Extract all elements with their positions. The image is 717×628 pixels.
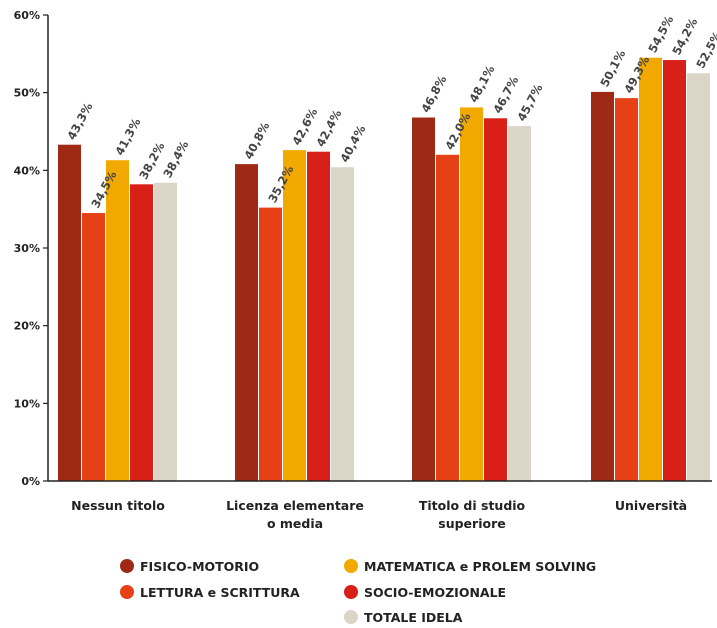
y-tick-label: 50% — [14, 87, 40, 100]
legend: FISICO-MOTORIO LETTURA e SCRITTURA MATEMAT… — [120, 559, 596, 625]
data-label: 46,8% — [418, 73, 449, 115]
x-tick-label: superiore — [438, 516, 505, 531]
y-tick-label: 40% — [14, 164, 40, 177]
legend-swatch — [120, 585, 134, 599]
legend-swatch — [344, 610, 358, 624]
y-tick-label: 20% — [14, 320, 40, 333]
bar — [663, 60, 686, 482]
x-tick-label: Licenza elementare — [226, 498, 364, 513]
bar — [58, 144, 81, 481]
legend-swatch — [344, 559, 358, 573]
legend-label: LETTURA e SCRITTURA — [140, 585, 300, 600]
data-label: 45,7% — [514, 81, 545, 123]
bar — [283, 150, 306, 481]
bar — [130, 184, 153, 481]
legend-swatch — [120, 559, 134, 573]
data-label: 40,8% — [241, 119, 272, 161]
x-tick-label: Università — [615, 498, 687, 513]
bar — [508, 126, 531, 482]
bar — [591, 91, 614, 481]
x-tick-label: Titolo di studio — [419, 498, 526, 513]
legend-label: SOCIO-EMOZIONALE — [364, 585, 506, 600]
bar — [259, 207, 282, 481]
bar — [484, 118, 507, 482]
bar — [154, 182, 177, 481]
bar — [639, 57, 662, 481]
y-tick-label: 60% — [14, 9, 40, 22]
legend-label: MATEMATICA e PROLEM SOLVING — [364, 559, 596, 574]
data-label: 43,3% — [64, 100, 95, 142]
bar — [307, 151, 330, 481]
bar — [412, 117, 435, 482]
data-label: 40,4% — [337, 122, 368, 164]
data-label: 52,5% — [693, 28, 717, 70]
y-tick-label: 0% — [21, 475, 40, 488]
bar — [687, 73, 710, 481]
bar — [235, 164, 258, 481]
x-tick-label: Nessun titolo — [71, 498, 165, 513]
bar — [82, 213, 105, 482]
y-tick-label: 10% — [14, 397, 40, 410]
legend-label: FISICO-MOTORIO — [140, 559, 259, 574]
y-axis: 0% 10% 20% 30% 40% 50% 60% — [14, 9, 49, 488]
data-label: 38,4% — [160, 138, 191, 180]
bar — [436, 154, 459, 482]
bar — [106, 160, 129, 481]
bars — [58, 57, 710, 482]
legend-label: TOTALE IDELA — [364, 610, 463, 625]
bar — [615, 98, 638, 481]
x-axis: Nessun titolo Licenza elementare o media Ti… — [48, 480, 712, 531]
data-label: 46,7% — [490, 73, 521, 115]
x-tick-label: o media — [267, 516, 323, 531]
legend-swatch — [344, 585, 358, 599]
bar — [460, 107, 483, 481]
bar — [331, 167, 354, 481]
y-tick-label: 30% — [14, 242, 40, 255]
data-label: 48,1% — [466, 63, 497, 105]
data-label: 41,3% — [112, 115, 143, 157]
